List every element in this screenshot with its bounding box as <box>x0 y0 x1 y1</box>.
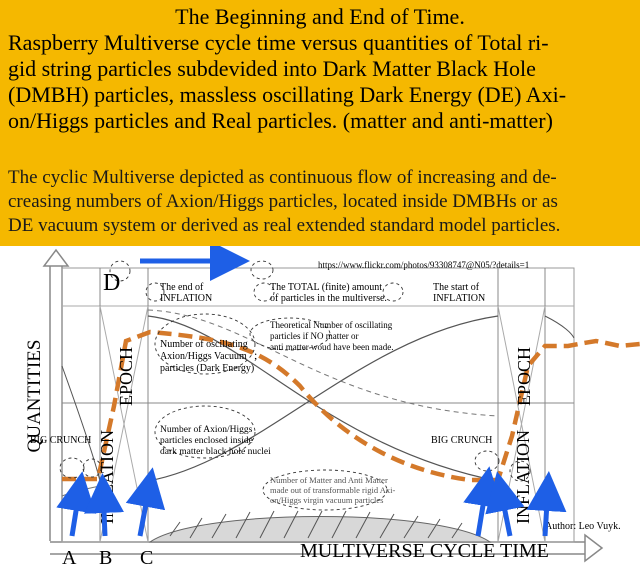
header-banner: The Beginning and End of Time. Raspberry… <box>0 0 640 246</box>
total-text-2: of particles in the multiverse. <box>270 293 387 304</box>
caption-line: DE vacuum system or derived as real exte… <box>8 215 561 236</box>
inflation-label-right: INFLATION <box>513 430 533 524</box>
oscillating-text-2: Axion/Higgs Vacuum <box>160 351 247 362</box>
label-a: A <box>62 547 77 569</box>
start-inflation-text-2: INFLATION <box>433 293 485 304</box>
y-axis <box>42 248 70 541</box>
inflation-label-left: INFLATION <box>97 430 117 524</box>
left-decay-curve <box>61 365 101 482</box>
diagram-svg: QUANTITIES MULTIVERSE CYCLE TIME INFLATI… <box>24 241 640 569</box>
enclosed-text-3: dark matter black hole nuclei <box>160 447 271 457</box>
semicolon-mark: ; <box>254 348 257 362</box>
big-crunch-right: BIG CRUNCH <box>431 435 492 446</box>
blue-pointer-arrows <box>56 241 567 537</box>
y-axis-label: QUANTITIES <box>24 340 45 453</box>
caption-line: creasing numbers of Axion/Higgs particle… <box>8 191 558 212</box>
label-d: D <box>103 270 120 296</box>
author-credit: Author: Leo Vuyk. <box>545 521 621 532</box>
oscillating-curve <box>147 315 499 482</box>
label-c: C <box>140 547 153 569</box>
subtitle-line: gid string particles subdevided into Dar… <box>8 56 536 81</box>
matter-text-1: Number of Matter and Anti Matter <box>270 475 388 485</box>
arrow-epoch-end-right <box>526 471 567 537</box>
oscillating-text-1: Number of oscillating <box>160 339 248 350</box>
page-title: The Beginning and End of Time. <box>175 4 465 29</box>
caption-line: The cyclic Multiverse depicted as contin… <box>8 167 557 188</box>
end-inflation-text-1: The end of <box>160 282 204 293</box>
cycle-diagram: QUANTITIES MULTIVERSE CYCLE TIME INFLATI… <box>0 241 640 571</box>
end-inflation-text-2: INFLATION <box>160 293 212 304</box>
subtitle-line: Raspberry Multiverse cycle time versus q… <box>8 30 549 55</box>
theoretical-curve <box>147 309 499 417</box>
right-curve <box>544 315 575 339</box>
arrow-b <box>84 473 125 537</box>
theoretical-text-1: Theoretical Number of oscillating <box>270 320 393 330</box>
total-text-1: The TOTAL (finite) amount <box>270 282 382 293</box>
arrow-c <box>125 467 166 537</box>
epoch-label-right: EPOCH <box>514 347 534 406</box>
enclosed-text-1: Number of Axion/Higgs <box>160 424 253 435</box>
total-particle-curve <box>62 329 640 483</box>
x-axis-label: MULTIVERSE CYCLE TIME <box>300 540 549 562</box>
big-crunch-left: BIG CRUNCH <box>30 435 91 446</box>
theoretical-text-3: anti matter woud have been made. <box>270 342 393 352</box>
matter-text-2: made out of transformable rigid Axi- <box>270 485 396 495</box>
highlight-ellipses <box>59 260 531 511</box>
label-b: B <box>99 547 112 569</box>
arrow-a <box>56 471 96 537</box>
matter-hump <box>148 510 492 543</box>
theoretical-text-2: particles if NO matter or <box>270 331 358 341</box>
epoch-label-left: EPOCH <box>116 347 136 406</box>
subtitle-block: Raspberry Multiverse cycle time versus q… <box>8 30 638 134</box>
oscillating-text-3: particles (Dark Energy) <box>160 363 254 374</box>
arrow-big-crunch-right <box>463 466 503 537</box>
source-url: https://www.flickr.com/photos/93308747@N… <box>318 260 529 270</box>
arrow-inflation-right <box>485 471 525 537</box>
caption-block: The cyclic Multiverse depicted as contin… <box>8 166 638 238</box>
subtitle-line: (DMBH) particles, massless oscillating D… <box>8 82 567 107</box>
subtitle-line: on/Higgs particles and Real particles. (… <box>8 108 553 133</box>
enclosed-text-2: particles enclosed inside <box>160 436 253 446</box>
start-inflation-text-1: The start of <box>433 282 480 293</box>
matter-text-3: on/Higgs virgin vacuum particles <box>270 495 383 505</box>
